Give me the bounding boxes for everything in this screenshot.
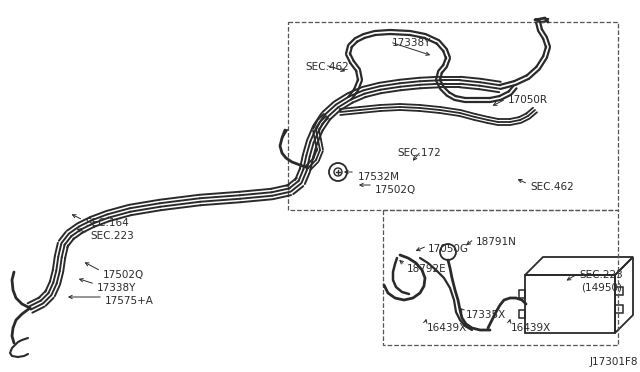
Text: 17338Y: 17338Y — [97, 283, 136, 293]
Text: 16439X: 16439X — [511, 323, 551, 333]
Text: SEC.164: SEC.164 — [85, 218, 129, 228]
Text: 17502Q: 17502Q — [375, 185, 416, 195]
Text: SEC.462: SEC.462 — [530, 182, 573, 192]
Text: 17335X: 17335X — [466, 310, 506, 320]
Bar — [519, 310, 525, 318]
Text: 17502Q: 17502Q — [103, 270, 144, 280]
Text: SEC.462: SEC.462 — [305, 62, 349, 72]
Text: 18792E: 18792E — [407, 264, 447, 274]
Bar — [615, 287, 623, 295]
Text: 16439X: 16439X — [427, 323, 467, 333]
Text: SEC.172: SEC.172 — [397, 148, 441, 158]
Text: J17301F8: J17301F8 — [590, 357, 639, 367]
Text: 17050G: 17050G — [428, 244, 469, 254]
Text: 17338Y: 17338Y — [392, 38, 431, 48]
Text: SEC.223: SEC.223 — [90, 231, 134, 241]
Text: (14950): (14950) — [581, 282, 622, 292]
Text: 17532M: 17532M — [358, 172, 400, 182]
Text: 17050R: 17050R — [508, 95, 548, 105]
Bar — [288, 22, 618, 210]
Bar — [383, 210, 618, 345]
Bar — [525, 275, 615, 333]
Text: 18791N: 18791N — [476, 237, 517, 247]
Bar — [519, 290, 525, 298]
Bar — [615, 305, 623, 313]
Text: 17575+A: 17575+A — [105, 296, 154, 306]
Text: SEC.223: SEC.223 — [579, 270, 623, 280]
